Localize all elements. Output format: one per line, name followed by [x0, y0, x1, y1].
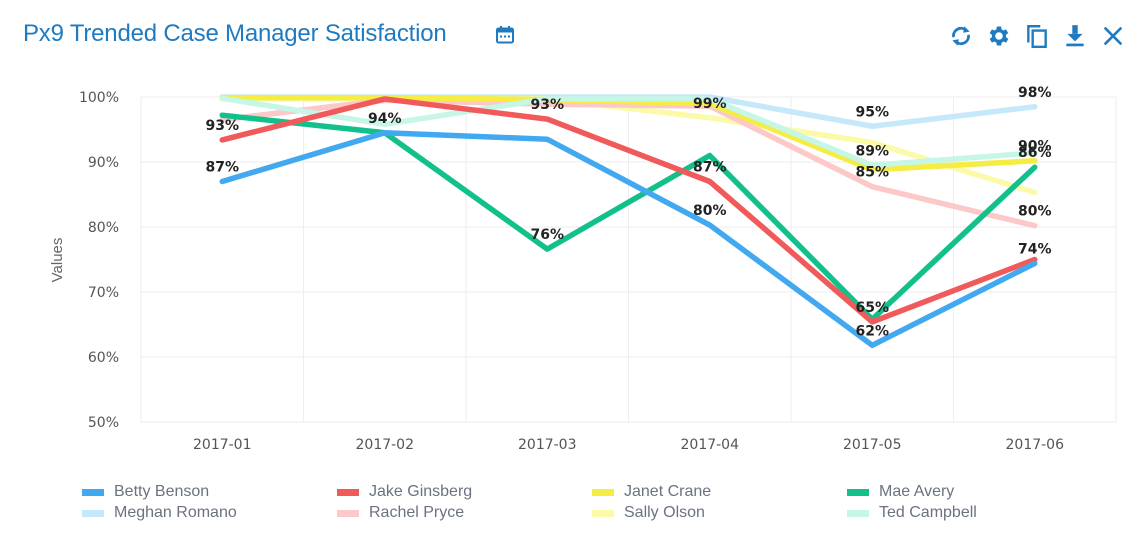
- chart-toolbar: [947, 22, 1127, 50]
- legend-item[interactable]: Ted Campbell: [847, 503, 1102, 523]
- x-tick-label: 2017-01: [193, 437, 252, 453]
- data-label: 95%: [855, 104, 889, 120]
- data-label: 89%: [855, 143, 889, 159]
- x-tick-label: 2017-02: [356, 437, 415, 453]
- data-label: 80%: [693, 203, 727, 219]
- copy-button[interactable]: [1023, 22, 1051, 50]
- y-tick-label: 90%: [88, 155, 119, 171]
- legend-item[interactable]: Rachel Pryce: [337, 503, 592, 523]
- legend-swatch: [847, 488, 869, 496]
- legend-item[interactable]: Mae Avery: [847, 482, 1102, 502]
- y-tick-label: 60%: [88, 350, 119, 366]
- legend-swatch: [337, 509, 359, 517]
- x-tick-label: 2017-04: [681, 437, 740, 453]
- x-tick-label: 2017-03: [518, 437, 577, 453]
- series-line-ted-campbell[interactable]: [219, 95, 1038, 168]
- data-label: 62%: [855, 323, 889, 339]
- legend-swatch: [592, 488, 614, 496]
- y-axis-ticks: 50% 60% 70% 80% 90% 100%: [79, 90, 119, 431]
- x-tick-label: 2017-05: [843, 437, 902, 453]
- download-button[interactable]: [1061, 22, 1089, 50]
- gear-icon: [989, 26, 1009, 46]
- series-line-jake-ginsberg[interactable]: [219, 96, 1038, 325]
- y-tick-label: 50%: [88, 415, 119, 431]
- data-label: 87%: [693, 160, 727, 176]
- data-label: 80%: [1018, 204, 1052, 220]
- legend-label: Betty Benson: [114, 483, 210, 500]
- legend-label: Meghan Romano: [114, 504, 237, 521]
- close-button[interactable]: [1099, 22, 1127, 50]
- copy-icon: [1027, 25, 1047, 49]
- data-label: 93%: [205, 118, 239, 134]
- data-label: 94%: [368, 111, 402, 127]
- series-line-mae-avery[interactable]: [219, 112, 1038, 323]
- legend-item[interactable]: Meghan Romano: [82, 503, 337, 523]
- series-lines: [219, 94, 1038, 349]
- series-line-betty-benson[interactable]: [219, 130, 1038, 349]
- data-label: 98%: [1018, 85, 1052, 101]
- x-tick-label: 2017-06: [1006, 437, 1065, 453]
- legend-swatch: [82, 488, 104, 496]
- data-label: 87%: [205, 160, 239, 176]
- legend: Betty Benson Jake Ginsberg Janet Crane Mae …: [82, 482, 1082, 523]
- legend-swatch: [592, 509, 614, 517]
- legend-swatch: [337, 488, 359, 496]
- legend-item[interactable]: Betty Benson: [82, 482, 337, 502]
- data-label: 99%: [693, 96, 727, 112]
- close-icon: [1104, 27, 1122, 45]
- y-tick-label: 100%: [79, 90, 119, 106]
- y-tick-label: 80%: [88, 220, 119, 236]
- settings-button[interactable]: [985, 22, 1013, 50]
- data-label: 93%: [530, 97, 564, 113]
- legend-swatch: [82, 509, 104, 517]
- data-label: 74%: [1018, 241, 1052, 257]
- legend-item[interactable]: Jake Ginsberg: [337, 482, 592, 502]
- legend-label: Mae Avery: [879, 483, 955, 500]
- legend-label: Sally Olson: [624, 504, 705, 521]
- y-tick-label: 70%: [88, 285, 119, 301]
- data-label: 65%: [855, 300, 889, 316]
- legend-label: Rachel Pryce: [369, 504, 465, 521]
- legend-label: Ted Campbell: [879, 504, 977, 521]
- legend-label: Jake Ginsberg: [369, 483, 473, 500]
- legend-label: Janet Crane: [624, 483, 712, 500]
- data-labels: 87% 80% 62% 74% 93% 93% 87% 65% 90% 94% 76% 86% 95% 9…: [205, 85, 1051, 340]
- chart-title: Px9 Trended Case Manager Satisfaction: [23, 20, 447, 47]
- grid: [140, 96, 1117, 423]
- data-label: 76%: [530, 227, 564, 243]
- refresh-button[interactable]: [947, 22, 975, 50]
- legend-item[interactable]: Sally Olson: [592, 503, 847, 523]
- data-label: 85%: [855, 165, 889, 181]
- calendar-icon[interactable]: [495, 25, 515, 45]
- data-label: 90%: [1018, 139, 1052, 155]
- data-label: 86%: [1018, 145, 1052, 161]
- legend-item[interactable]: Janet Crane: [592, 482, 847, 502]
- line-chart: 50%60%70%80%90%100% 2017-01 2017-02 2017-0…: [49, 85, 1117, 453]
- y-axis-label: Values: [49, 238, 66, 283]
- refresh-icon: [952, 26, 970, 46]
- x-axis-ticks: 2017-01 2017-02 2017-03 2017-04 2017-05 2017-…: [193, 437, 1064, 453]
- download-icon: [1066, 25, 1084, 47]
- legend-swatch: [847, 509, 869, 517]
